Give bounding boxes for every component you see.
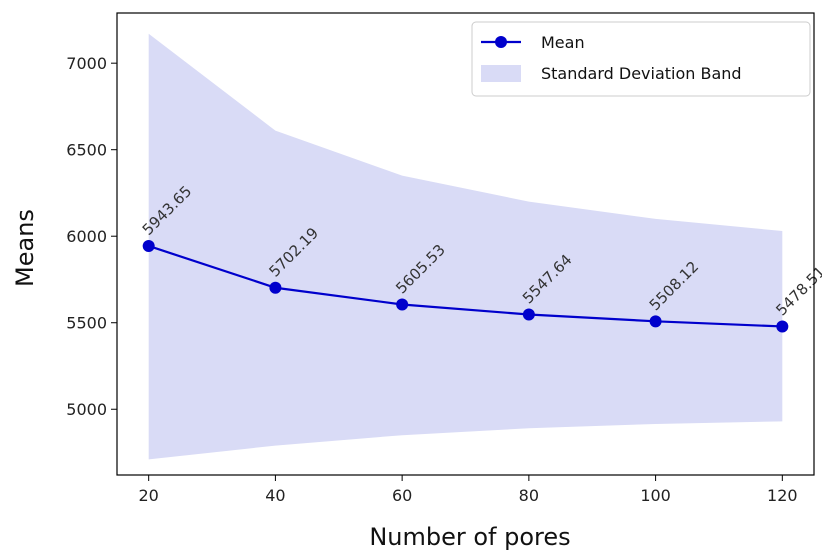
y-axis: 5000 5500 6000 6500 7000	[66, 54, 117, 419]
legend-mean-marker	[495, 36, 507, 48]
x-tick-label: 20	[139, 486, 159, 505]
mean-line	[148, 244, 783, 328]
y-axis-title: Means	[11, 209, 39, 287]
mean-point	[522, 308, 535, 321]
x-tick-label: 40	[265, 486, 285, 505]
x-tick-label: 60	[392, 486, 412, 505]
mean-point	[142, 239, 155, 252]
x-axis-title: Number of pores	[369, 523, 570, 551]
legend-band-label: Standard Deviation Band	[541, 64, 742, 83]
y-tick-label: 5000	[66, 400, 107, 419]
legend-box	[471, 21, 811, 97]
y-tick-label: 6000	[66, 227, 107, 246]
plot-frame	[116, 12, 815, 476]
legend-mean-label: Mean	[541, 33, 585, 52]
mean-point	[269, 281, 282, 294]
x-axis: 20 40 60 80 100 120	[139, 475, 798, 505]
mean-point	[649, 315, 662, 328]
std-deviation-band	[148, 33, 783, 460]
y-tick-label: 5500	[66, 314, 107, 333]
mean-point	[396, 298, 409, 311]
x-tick-label: 100	[640, 486, 671, 505]
x-tick-label: 80	[519, 486, 539, 505]
legend-band-swatch	[481, 65, 521, 82]
y-tick-label: 7000	[66, 54, 107, 73]
mean-point	[776, 320, 789, 333]
legend: Mean Standard Deviation Band	[471, 21, 811, 97]
x-tick-label: 120	[767, 486, 798, 505]
y-tick-label: 6500	[66, 141, 107, 160]
